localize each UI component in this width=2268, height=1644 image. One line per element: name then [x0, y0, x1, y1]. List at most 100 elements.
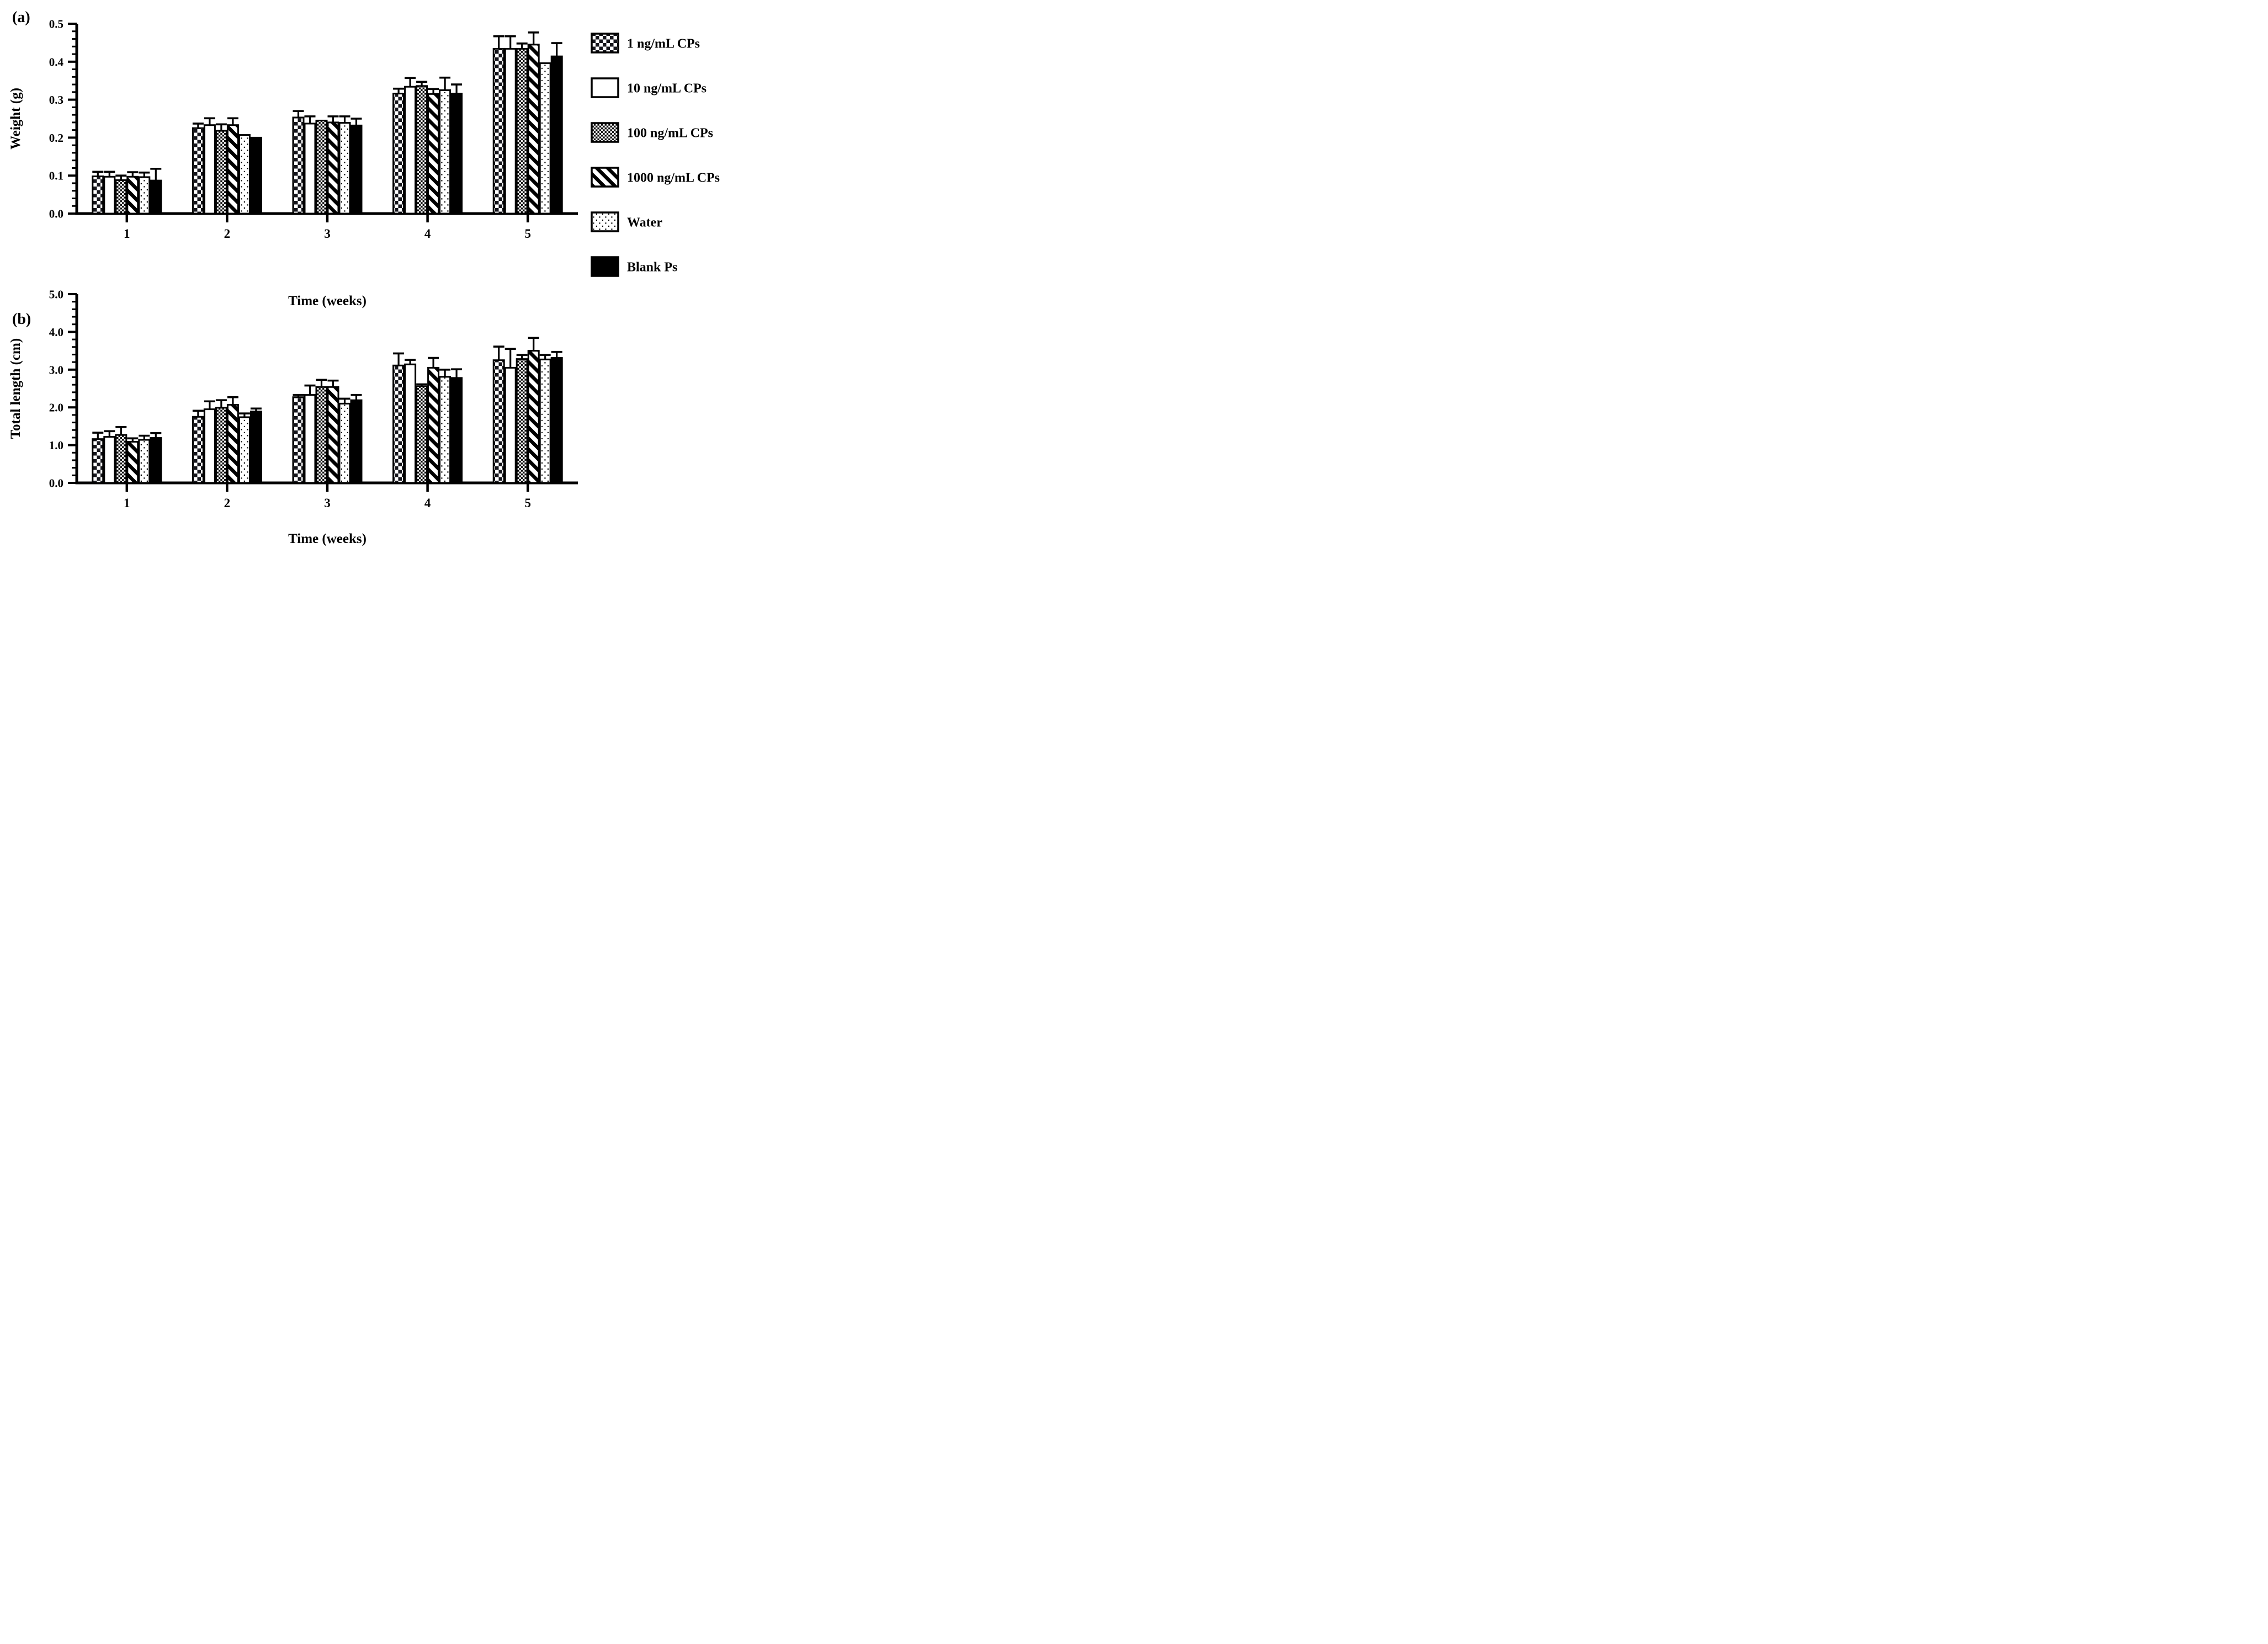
- bar-week5-series0: [492, 47, 505, 215]
- bar-week3-series1: [304, 394, 316, 484]
- y-tick-label: 1.0: [49, 439, 63, 452]
- x-tick-label: 3: [324, 227, 331, 241]
- bar-week1-series1: [103, 436, 116, 484]
- bar-week1-series2: [115, 179, 128, 215]
- x-tick-label: 5: [524, 227, 531, 241]
- x-tick-label: 5: [524, 496, 531, 510]
- panel-a-label: (a): [12, 9, 30, 26]
- bar-week3-series1: [304, 123, 316, 215]
- y-tick-label: 0.0: [49, 477, 63, 490]
- legend-label: 1 ng/mL CPs: [627, 37, 700, 51]
- bar-week5-series5: [550, 357, 563, 484]
- panel-a-x-axis-title: Time (weeks): [288, 294, 367, 308]
- bar-week5-series4: [539, 358, 551, 484]
- legend-label: 1000 ng/mL CPs: [627, 171, 720, 185]
- bar-week4-series4: [439, 89, 452, 215]
- bar-week4-series4: [439, 376, 452, 484]
- legend-swatch-dots: [591, 211, 619, 232]
- bar-week1-series2: [115, 434, 128, 484]
- legend-swatch-checker-fine: [591, 122, 619, 143]
- bar-week2-series1: [203, 124, 216, 215]
- bar-week3-series2: [315, 119, 328, 215]
- x-tick-label: 2: [224, 496, 231, 510]
- bar-week2-series4: [238, 134, 251, 215]
- bar-week4-series5: [450, 377, 463, 484]
- bar-week2-series1: [203, 408, 216, 484]
- panel-a-y-axis-title: Weight (g): [8, 88, 23, 150]
- bar-week5-series3: [527, 350, 540, 484]
- bar-week1-series1: [103, 175, 116, 215]
- y-tick-label: 0.2: [49, 131, 63, 145]
- y-tick-label: 4.0: [49, 326, 63, 339]
- panel-a-plot: 0.0 0.1 0.2 0.3 0.4 0.5 1 2 3 4 5: [49, 18, 578, 241]
- bar-week5-series1: [504, 47, 517, 215]
- figure-canvas: (a) Weight (g) 0.0 0.1 0.2 0.3 0.4 0.5 1 2 3 4 5 T…: [8, 9, 720, 546]
- bar-week2-series5: [249, 411, 262, 484]
- x-tick-label: 3: [324, 496, 331, 510]
- bar-week5-series4: [539, 62, 551, 215]
- bar-week5-series3: [527, 44, 540, 215]
- bar-week3-series4: [338, 122, 351, 215]
- bar-week5-series0: [492, 359, 505, 484]
- bar-week4-series1: [404, 86, 417, 215]
- x-tick-label: 1: [124, 227, 130, 241]
- legend-swatch-white: [591, 77, 619, 98]
- x-tick-label: 4: [424, 227, 431, 241]
- x-tick-label: 1: [124, 496, 130, 510]
- y-tick-label: 3.0: [49, 363, 63, 376]
- legend-item: 1 ng/mL CPs: [591, 33, 700, 54]
- legend-label: 100 ng/mL CPs: [627, 126, 713, 141]
- y-tick-label: 0.4: [49, 55, 64, 68]
- bar-week2-series3: [226, 403, 239, 484]
- bar-week1-series5: [150, 437, 162, 484]
- y-tick-label: 0.5: [49, 18, 63, 31]
- panel-b-label: (b): [12, 311, 31, 328]
- bar-week5-series2: [516, 358, 528, 484]
- bar-week1-series3: [126, 175, 139, 215]
- bar-week3-series5: [350, 124, 363, 215]
- bar-week4-series1: [404, 363, 417, 484]
- figure: (a) Weight (g) 0.0 0.1 0.2 0.3 0.4 0.5 1 2 3 4 5 T…: [0, 0, 756, 548]
- bar-week4-series5: [450, 93, 463, 215]
- bar-week3-series5: [350, 399, 363, 484]
- bar-week1-series4: [138, 439, 151, 484]
- bar-week2-series0: [192, 127, 204, 215]
- bar-week3-series0: [292, 116, 305, 215]
- y-tick-label: 2.0: [49, 401, 63, 414]
- legend-label: 10 ng/mL CPs: [627, 82, 707, 96]
- bar-week1-series5: [150, 179, 162, 215]
- bar-week3-series2: [315, 386, 328, 484]
- bar-week4-series2: [416, 385, 428, 484]
- bar-week5-series1: [504, 366, 517, 484]
- legend-item: Water: [591, 211, 662, 232]
- bar-week4-series0: [392, 364, 405, 484]
- bar-week2-series0: [192, 416, 204, 484]
- x-tick-label: 4: [424, 496, 431, 510]
- bar-week2-series4: [238, 416, 251, 484]
- legend-swatch-solid: [591, 256, 619, 277]
- y-tick-label: 0.1: [49, 169, 63, 183]
- legend-label: Blank Ps: [627, 260, 677, 275]
- bar-week5-series5: [550, 55, 563, 215]
- bar-week5-series2: [516, 47, 528, 215]
- bar-week3-series3: [327, 386, 339, 484]
- panel-b-x-axis-title: Time (weeks): [288, 531, 367, 546]
- panel-b-plot: 0.0 1.0 2.0 3.0 4.0 5.0 1 2 3 4 5: [49, 288, 578, 510]
- bar-week3-series4: [338, 402, 351, 484]
- y-tick-label: 0.0: [49, 208, 63, 221]
- legend: 1 ng/mL CPs 10 ng/mL CPs 100 ng/mL CPs 1000…: [591, 33, 720, 277]
- legend-label: Water: [627, 216, 662, 230]
- bar-week4-series0: [392, 93, 405, 215]
- bar-week3-series3: [327, 121, 339, 215]
- bar-week4-series3: [427, 93, 440, 215]
- y-tick-label: 0.3: [49, 93, 63, 107]
- legend-item: 1000 ng/mL CPs: [591, 167, 720, 188]
- legend-item: 100 ng/mL CPs: [591, 122, 713, 143]
- bar-week2-series2: [215, 130, 227, 215]
- x-tick-label: 2: [224, 227, 231, 241]
- bar-week2-series2: [215, 407, 227, 484]
- y-tick-label: 5.0: [49, 288, 63, 301]
- bar-week1-series4: [138, 176, 151, 215]
- legend-item: Blank Ps: [591, 256, 677, 277]
- bar-week1-series0: [92, 438, 104, 484]
